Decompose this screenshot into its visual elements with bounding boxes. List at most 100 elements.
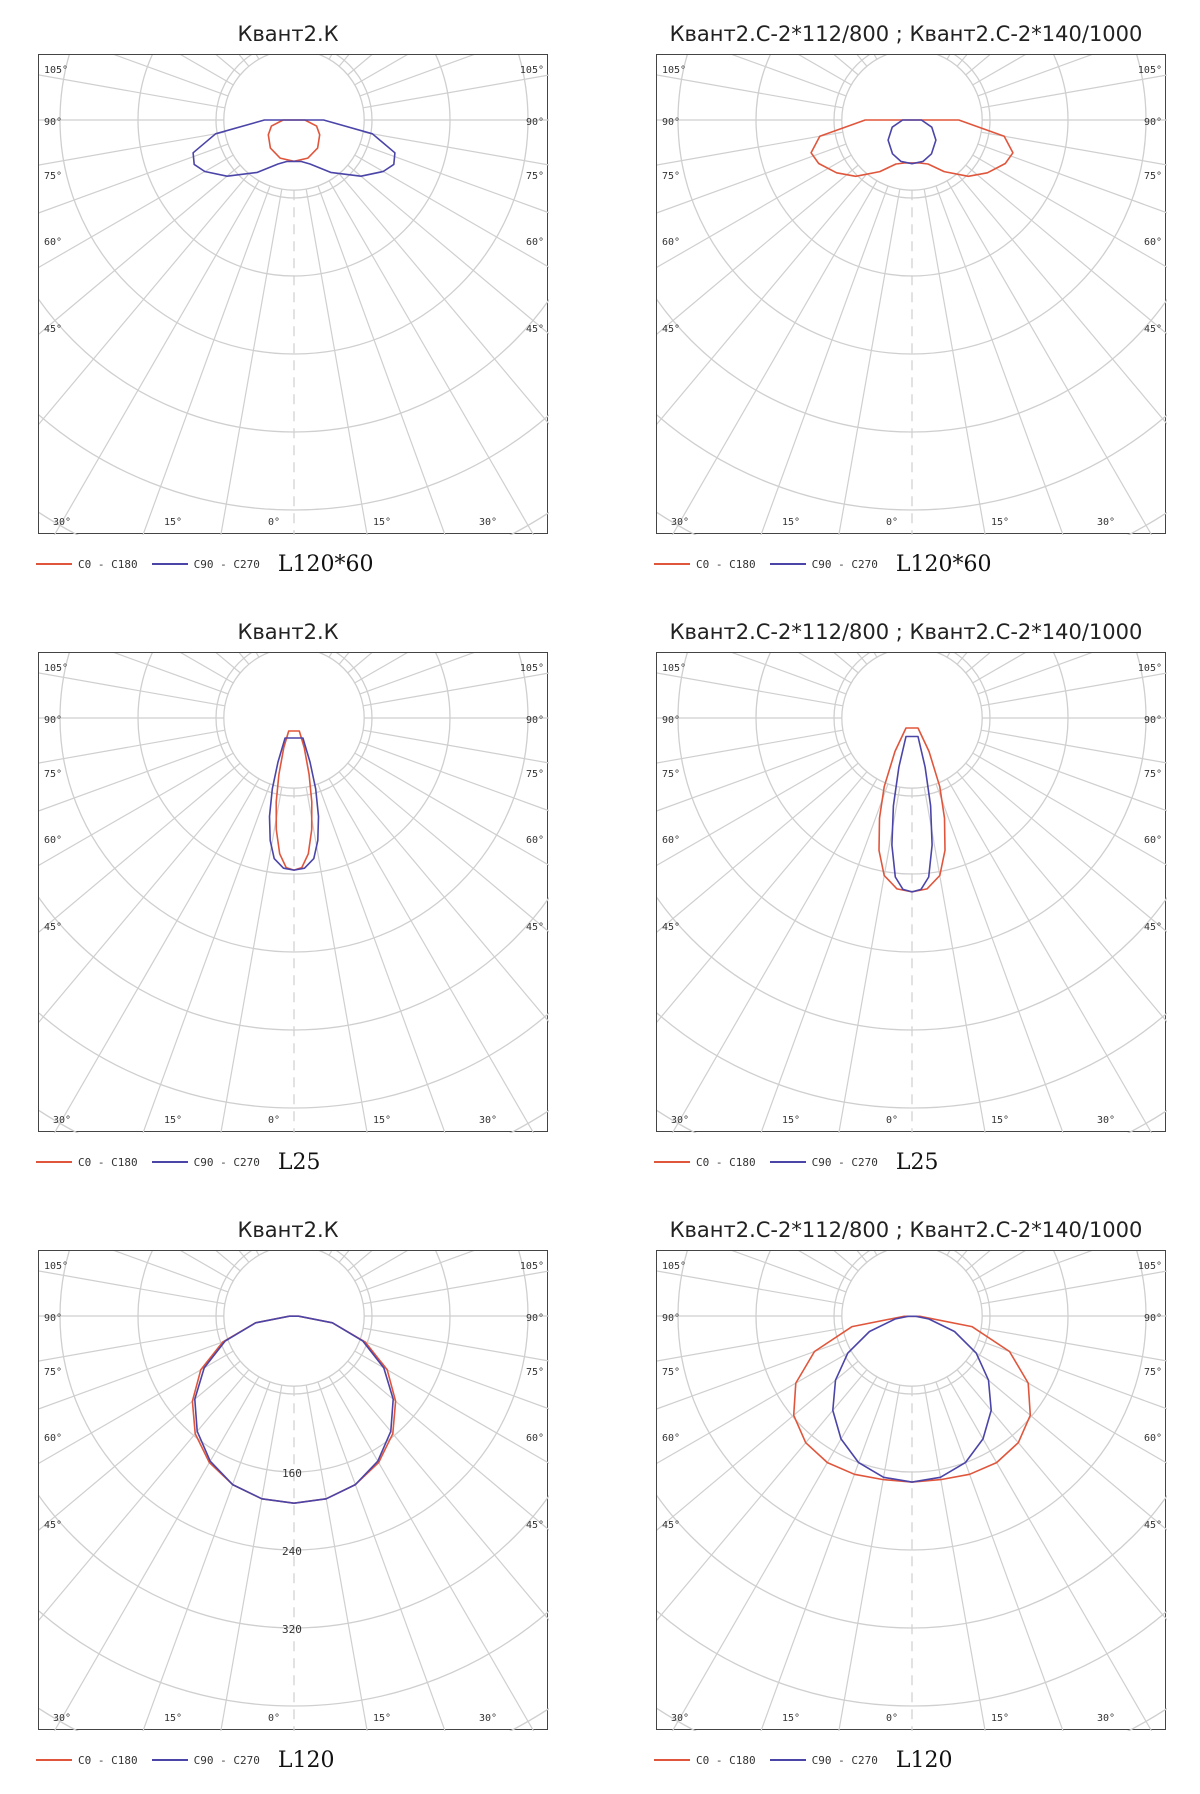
angle-label: 75° xyxy=(662,1367,680,1378)
curve-c90-c270 xyxy=(832,1315,992,1483)
polar-panel: Квант2.С-2*112/800 ; Квант2.С-2*140/1000… xyxy=(646,1196,1167,1794)
grid-hub xyxy=(223,55,365,191)
angle-label: 45° xyxy=(1144,1520,1162,1531)
grid-spoke xyxy=(317,185,446,535)
angle-label: 75° xyxy=(526,1367,544,1378)
grid-spoke xyxy=(255,1251,260,1256)
polar-plot: 105° 105° 90° 75° 60° 45° 90° 75° 60° 45° 30° 15° 0°… xyxy=(39,653,549,1133)
lamp-label: L25 xyxy=(277,1149,321,1175)
grid-spoke xyxy=(39,74,225,109)
grid-spoke xyxy=(977,741,1167,812)
curve-c0-c180 xyxy=(878,727,946,893)
angle-label: 30° xyxy=(671,1115,689,1126)
angle-label: 60° xyxy=(662,237,680,248)
grid-spoke xyxy=(657,173,868,425)
grid-spoke xyxy=(946,180,1153,535)
grid-spoke xyxy=(856,653,868,665)
angle-label: 30° xyxy=(1097,1115,1115,1126)
legend-label-c0: C0 - C180 xyxy=(78,1753,138,1767)
ring-value-label: 160 xyxy=(282,1467,302,1480)
grid-spoke xyxy=(946,653,951,658)
grid-spoke xyxy=(657,741,847,812)
grid-spoke xyxy=(946,55,951,60)
grid-spoke xyxy=(873,653,878,658)
grid-spoke xyxy=(657,1327,843,1362)
grid-spoke xyxy=(981,672,1167,707)
angle-label: 0° xyxy=(268,1115,280,1126)
grid-hub xyxy=(223,1251,365,1387)
grid-spoke xyxy=(39,762,241,933)
grid-spoke xyxy=(39,1327,225,1362)
grid-spoke xyxy=(671,180,878,535)
legend-swatch-c0 xyxy=(654,1161,690,1163)
polar-chart: 160 240 320 105° 105° 90° 75° 60° 45° 90° 75° 60° 45… xyxy=(38,1250,549,1731)
lamp-label: L120*60 xyxy=(277,551,374,577)
polar-grid xyxy=(39,653,549,1133)
legend-swatch-c0 xyxy=(36,1161,72,1163)
legend-swatch-c90 xyxy=(769,1759,806,1761)
grid-hub xyxy=(223,653,365,789)
curve-c90-c270 xyxy=(891,735,933,893)
grid-spoke xyxy=(338,55,350,67)
grid-spoke xyxy=(946,778,1153,1133)
grid-hub xyxy=(841,55,983,191)
angle-label: 30° xyxy=(671,1713,689,1724)
angle-label: 45° xyxy=(1144,922,1162,933)
grid-spoke xyxy=(39,164,241,335)
angle-label: 30° xyxy=(671,517,689,528)
angle-label: 30° xyxy=(1097,1713,1115,1724)
grid-spoke xyxy=(220,189,283,535)
grid-spoke xyxy=(39,154,234,268)
angle-label: 0° xyxy=(886,517,898,528)
angle-label: 15° xyxy=(164,1115,182,1126)
grid-spoke xyxy=(39,1339,229,1410)
chart-title: Квант2.С-2*112/800 ; Квант2.С-2*140/1000 xyxy=(669,22,1143,46)
ring-value-label: 320 xyxy=(282,1623,302,1636)
ring-value-label: 240 xyxy=(282,1545,302,1558)
angle-label: 90° xyxy=(662,1313,680,1324)
chart-legend: C0 - C180 C90 - C270 L120*60 xyxy=(654,546,991,582)
angle-label: 75° xyxy=(1144,1367,1162,1378)
grid-spoke xyxy=(53,778,260,1133)
grid-spoke xyxy=(328,1376,535,1731)
curve-c90-c270 xyxy=(192,119,396,177)
angle-label: 45° xyxy=(44,324,62,335)
angle-label: 75° xyxy=(526,769,544,780)
grid-spoke xyxy=(39,1360,241,1531)
angle-label: 105° xyxy=(1138,65,1162,76)
grid-spoke xyxy=(39,1270,225,1305)
grid-spoke xyxy=(238,653,250,665)
angle-label: 15° xyxy=(991,517,1009,528)
grid-spoke xyxy=(981,1270,1167,1305)
grid-spoke xyxy=(317,783,446,1133)
grid-spoke xyxy=(935,783,1064,1133)
grid-spoke xyxy=(981,729,1167,764)
legend-label-c90: C90 - C270 xyxy=(811,1155,878,1169)
polar-panel: Квант2.К 105° 105° 90° 75° 60° 45° 90° 75° 60° 45… xyxy=(28,598,549,1196)
grid-spoke xyxy=(328,1251,333,1256)
polar-plot: 105° 105° 90° 75° 60° 45° 90° 75° 60° 45° 30° 15° 0°… xyxy=(657,653,1167,1133)
grid-spoke xyxy=(255,653,260,658)
grid-spoke xyxy=(338,1251,350,1263)
grid-spoke xyxy=(657,1360,859,1531)
legend-label-c0: C0 - C180 xyxy=(696,1155,756,1169)
chart-legend: C0 - C180 C90 - C270 L120 xyxy=(36,1742,334,1778)
grid-spoke xyxy=(977,55,1093,97)
grid-spoke xyxy=(338,771,549,1023)
chart-legend: C0 - C180 C90 - C270 L25 xyxy=(36,1144,320,1180)
grid-spoke xyxy=(113,653,229,695)
angle-label: 0° xyxy=(886,1115,898,1126)
angle-label: 0° xyxy=(268,1713,280,1724)
angle-label: 75° xyxy=(44,171,62,182)
grid-spoke xyxy=(39,729,225,764)
angle-label: 90° xyxy=(1144,117,1162,128)
angle-label: 60° xyxy=(662,835,680,846)
grid-spoke xyxy=(760,185,889,535)
grid-spoke xyxy=(731,55,847,97)
grid-spoke xyxy=(977,653,1093,695)
angle-label: 60° xyxy=(44,1433,62,1444)
legend-swatch-c90 xyxy=(769,1161,806,1163)
polar-grid xyxy=(39,55,549,535)
angle-label: 15° xyxy=(164,1713,182,1724)
polar-plot: 160 240 320 105° 105° 90° 75° 60° 45° 90° 75° 60° 45… xyxy=(39,1251,549,1731)
